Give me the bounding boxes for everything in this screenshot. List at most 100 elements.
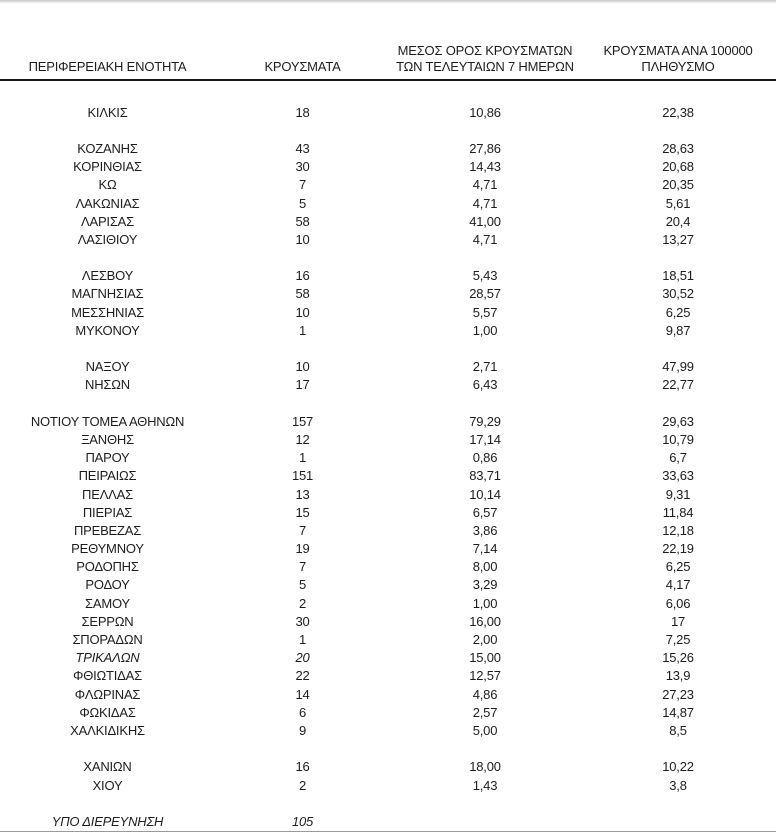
cases-cell: 16 [295, 759, 310, 775]
avg7-cell: 1,43 [472, 777, 498, 793]
per100k-cell: 27,23 [662, 686, 694, 702]
avg7-cell: 4,86 [472, 686, 498, 702]
table-row: ΠΕΛΛΑΣ 13 10,14 9,31 [0, 485, 776, 503]
table-row: ΝΗΣΩΝ 17 6,43 22,77 [0, 376, 776, 394]
cases-cell: 157 [291, 413, 314, 429]
cases-cell: 2 [298, 595, 307, 611]
table-row: ΠΑΡΟΥ 1 0,86 6,7 [0, 449, 776, 467]
avg7-cell: 1,00 [472, 595, 498, 611]
table-row: ΝΑΞΟΥ 10 2,71 47,99 [0, 358, 776, 376]
avg7-cell: 16,00 [469, 613, 501, 629]
region-cell: ΧΙΟΥ [92, 777, 123, 793]
region-cell: ΣΠΟΡΑΔΩΝ [72, 632, 143, 648]
spacer-row [0, 394, 776, 412]
table-row: ΣΑΜΟΥ 2 1,00 6,06 [0, 594, 776, 612]
per100k-cell: 5,61 [665, 195, 691, 211]
region-cell: ΜΕΣΣΗΝΙΑΣ [71, 304, 144, 320]
cases-cell: 30 [295, 613, 310, 629]
table-row: ΚΟΡΙΝΘΙΑΣ 30 14,43 20,68 [0, 158, 776, 176]
per100k-cell: 29,63 [662, 413, 694, 429]
region-cell: ΚΙΛΚΙΣ [87, 104, 128, 120]
region-cell: ΣΕΡΡΩΝ [81, 613, 134, 629]
per100k-cell: 12,18 [662, 522, 694, 538]
table-row: ΛΑΡΙΣΑΣ 58 41,00 20,4 [0, 212, 776, 230]
region-cell: ΡΕΘΥΜΝΟΥ [71, 541, 144, 557]
per100k-cell: 6,25 [665, 304, 691, 320]
avg7-cell: 6,57 [472, 504, 498, 520]
per100k-cell: 33,63 [662, 468, 694, 484]
regional-cases-table: ΠΕΡΙΦΕΡΕΙΑΚΗ ΕΝΟΤΗΤΑ ΚΡΟΥΣΜΑΤΑ ΜΕΣΟΣ ΟΡΟ… [0, 3, 776, 833]
per100k-cell: 30,52 [662, 286, 694, 302]
spacer-row [0, 794, 776, 812]
table-row: ΦΘΙΩΤΙΔΑΣ 22 12,57 13,9 [0, 667, 776, 685]
cases-cell: 19 [295, 541, 310, 557]
table-row: ΜΥΚΟΝΟΥ 1 1,00 9,87 [0, 321, 776, 339]
table-header: ΠΕΡΙΦΕΡΕΙΑΚΗ ΕΝΟΤΗΤΑ ΚΡΟΥΣΜΑΤΑ ΜΕΣΟΣ ΟΡΟ… [0, 3, 776, 81]
table-row: ΤΡΙΚΑΛΩΝ 20 15,00 15,26 [0, 649, 776, 667]
region-cell: ΚΩ [98, 177, 117, 193]
table-bottom-thin-rule [0, 830, 776, 832]
per100k-cell: 10,22 [662, 759, 694, 775]
region-cell: ΜΑΓΝΗΣΙΑΣ [71, 286, 144, 302]
region-cell: ΡΟΔΟΥ [85, 577, 130, 593]
table-row: ΚΙΛΚΙΣ 18 10,86 22,38 [0, 103, 776, 121]
avg7-cell: 2,71 [472, 359, 498, 375]
column-header-region: ΠΕΡΙΦΕΡΕΙΑΚΗ ΕΝΟΤΗΤΑ [28, 59, 187, 74]
avg7-cell: 4,71 [472, 195, 498, 211]
avg7-cell: 41,00 [469, 213, 501, 229]
cases-cell: 17 [295, 377, 310, 393]
spacer-row [0, 121, 776, 139]
per100k-cell: 8,5 [669, 722, 687, 738]
region-cell: ΡΟΔΟΠΗΣ [76, 559, 139, 575]
table-row: ΚΟΖΑΝΗΣ 43 27,86 28,63 [0, 139, 776, 157]
cases-cell: 14 [295, 686, 310, 702]
cases-cell: 1 [298, 450, 307, 466]
avg7-cell: 5,57 [472, 304, 498, 320]
table-row: ΦΩΚΙΔΑΣ 6 2,57 14,87 [0, 703, 776, 721]
region-cell: ΧΑΝΙΩΝ [83, 759, 132, 775]
avg7-cell: 4,71 [472, 231, 498, 247]
per100k-cell: 18,51 [662, 268, 694, 284]
cases-cell: 151 [291, 468, 314, 484]
table-row: ΜΕΣΣΗΝΙΑΣ 10 5,57 6,25 [0, 303, 776, 321]
region-cell: ΧΑΛΚΙΔΙΚΗΣ [70, 722, 145, 738]
per100k-cell: 13,27 [662, 231, 694, 247]
table-row: ΝΟΤΙΟΥ ΤΟΜΕΑ ΑΘΗΝΩΝ 157 79,29 29,63 [0, 412, 776, 430]
region-cell: ΣΑΜΟΥ [85, 595, 130, 611]
cases-cell: 10 [295, 359, 310, 375]
table-row: ΜΑΓΝΗΣΙΑΣ 58 28,57 30,52 [0, 285, 776, 303]
table-row: ΛΕΣΒΟΥ 16 5,43 18,51 [0, 267, 776, 285]
cases-cell: 7 [298, 522, 307, 538]
cases-cell: 1 [298, 322, 307, 338]
avg7-cell: 14,43 [469, 159, 501, 175]
avg7-cell: 4,71 [472, 177, 498, 193]
table-row: ΧΑΝΙΩΝ 16 18,00 10,22 [0, 758, 776, 776]
column-header-cases: ΚΡΟΥΣΜΑΤΑ [264, 59, 341, 74]
per100k-cell: 11,84 [662, 504, 694, 520]
per100k-cell: 6,06 [665, 595, 691, 611]
region-cell: ΞΑΝΘΗΣ [81, 431, 134, 447]
avg7-cell: 10,86 [469, 104, 501, 120]
avg7-cell: 5,00 [472, 722, 498, 738]
cases-cell: 30 [295, 159, 310, 175]
cases-cell: 7 [298, 177, 307, 193]
per100k-cell: 6,7 [669, 450, 687, 466]
avg7-cell: 5,43 [472, 268, 498, 284]
cases-cell: 5 [298, 577, 307, 593]
table-row: ΡΟΔΟΠΗΣ 7 8,00 6,25 [0, 558, 776, 576]
avg7-cell: 7,14 [472, 541, 498, 557]
avg7-cell: 15,00 [469, 650, 501, 666]
table-row: ΧΙΟΥ 2 1,43 3,8 [0, 776, 776, 794]
page-top-edge [0, 0, 776, 3]
per100k-cell: 9,87 [665, 322, 691, 338]
per100k-cell: 22,38 [662, 104, 694, 120]
region-cell: ΠΑΡΟΥ [85, 450, 130, 466]
per100k-cell: 3,8 [669, 777, 687, 793]
table-row: ΥΠΟ ΔΙΕΡΕΥΝΗΣΗ 105 [0, 812, 776, 830]
region-cell: ΚΟΡΙΝΘΙΑΣ [73, 159, 142, 175]
region-cell: ΤΡΙΚΑΛΩΝ [75, 650, 140, 666]
table-row: ΛΑΣΙΘΙΟΥ 10 4,71 13,27 [0, 230, 776, 248]
table-row: ΞΑΝΘΗΣ 12 17,14 10,79 [0, 430, 776, 448]
per100k-cell: 47,99 [662, 359, 694, 375]
